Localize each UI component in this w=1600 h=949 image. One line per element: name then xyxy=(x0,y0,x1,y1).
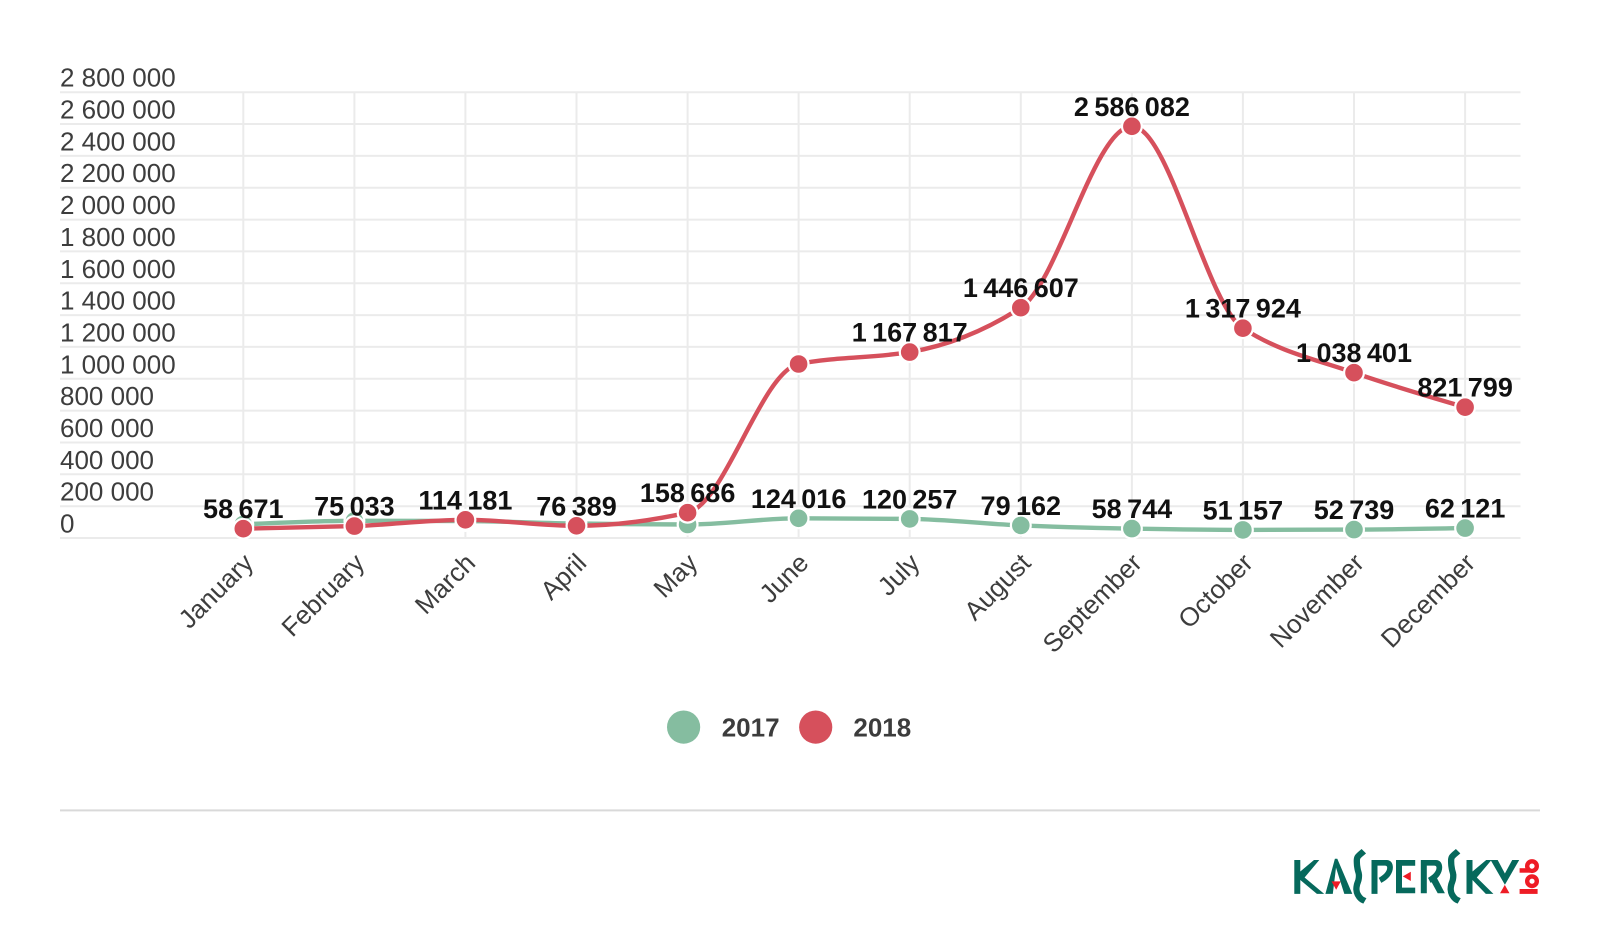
svg-text:2 600 000: 2 600 000 xyxy=(60,95,176,125)
svg-text:1 600 000: 1 600 000 xyxy=(60,254,176,284)
svg-text:158 686: 158 686 xyxy=(640,478,736,508)
svg-text:2 800 000: 2 800 000 xyxy=(60,63,176,93)
svg-text:2 400 000: 2 400 000 xyxy=(60,126,176,156)
svg-text:75 033: 75 033 xyxy=(314,492,395,522)
svg-text:51 157: 51 157 xyxy=(1203,495,1284,525)
svg-text:114 181: 114 181 xyxy=(418,485,512,515)
svg-text:1 000 000: 1 000 000 xyxy=(60,349,176,379)
svg-text:800 000: 800 000 xyxy=(60,381,154,411)
svg-text:821 799: 821 799 xyxy=(1417,373,1513,403)
svg-text:79 162: 79 162 xyxy=(981,491,1062,521)
svg-text:58 744: 58 744 xyxy=(1092,494,1173,524)
svg-text:1 400 000: 1 400 000 xyxy=(60,286,176,316)
svg-text:1 800 000: 1 800 000 xyxy=(60,222,176,252)
svg-text:1 317 924: 1 317 924 xyxy=(1185,294,1301,324)
svg-text:2018: 2018 xyxy=(853,712,911,742)
svg-text:120 257: 120 257 xyxy=(862,484,958,514)
svg-text:124 016: 124 016 xyxy=(751,484,847,514)
svg-text:2 000 000: 2 000 000 xyxy=(60,190,176,220)
svg-text:76 389: 76 389 xyxy=(536,491,617,521)
svg-text:1 446 607: 1 446 607 xyxy=(963,273,1079,303)
svg-text:400 000: 400 000 xyxy=(60,445,154,475)
svg-text:0: 0 xyxy=(60,509,74,539)
svg-text:1 167 817: 1 167 817 xyxy=(852,318,968,348)
svg-text:2 586 082: 2 586 082 xyxy=(1074,92,1190,122)
svg-text:1 038 401: 1 038 401 xyxy=(1296,338,1412,368)
svg-text:1 200 000: 1 200 000 xyxy=(60,317,176,347)
svg-text:2 200 000: 2 200 000 xyxy=(60,158,176,188)
svg-text:62 121: 62 121 xyxy=(1425,494,1506,524)
svg-text:200 000: 200 000 xyxy=(60,477,154,507)
svg-text:58 671: 58 671 xyxy=(203,494,284,524)
svg-text:2017: 2017 xyxy=(722,712,780,742)
svg-text:52 739: 52 739 xyxy=(1314,495,1395,525)
svg-text:600 000: 600 000 xyxy=(60,413,154,443)
